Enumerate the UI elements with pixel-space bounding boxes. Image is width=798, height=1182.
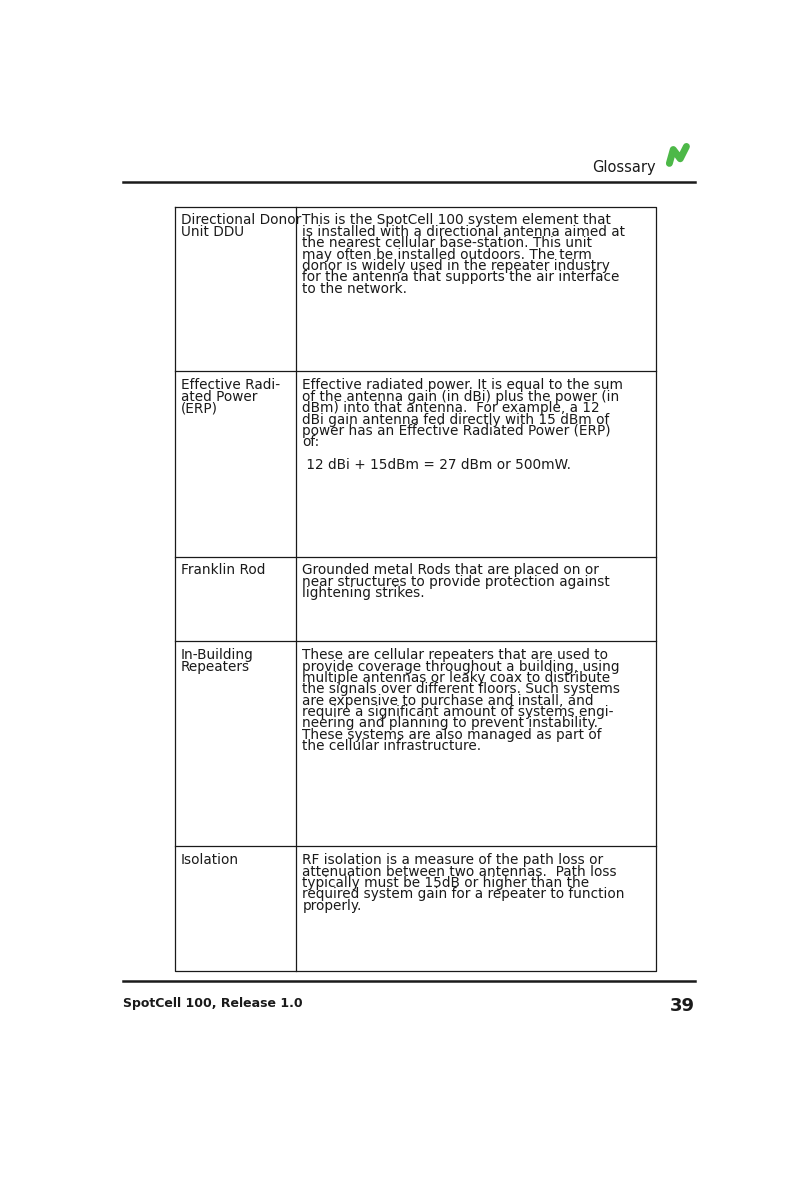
Text: dBi gain antenna fed directly with 15 dBm of: dBi gain antenna fed directly with 15 dB…: [302, 413, 610, 427]
Text: is installed with a directional antenna aimed at: is installed with a directional antenna …: [302, 225, 626, 239]
Text: of the antenna gain (in dBi) plus the power (in: of the antenna gain (in dBi) plus the po…: [302, 390, 620, 404]
Text: may often be installed outdoors. The term: may often be installed outdoors. The ter…: [302, 248, 592, 261]
Text: are expensive to purchase and install, and: are expensive to purchase and install, a…: [302, 694, 594, 708]
Text: typically must be 15dB or higher than the: typically must be 15dB or higher than th…: [302, 876, 590, 890]
Text: donor is widely used in the repeater industry: donor is widely used in the repeater ind…: [302, 259, 610, 273]
Text: the signals over different floors. Such systems: the signals over different floors. Such …: [302, 682, 620, 696]
Text: Glossary: Glossary: [593, 161, 656, 175]
Text: require a significant amount of systems engi-: require a significant amount of systems …: [302, 706, 614, 719]
Text: neering and planning to prevent instability.: neering and planning to prevent instabil…: [302, 716, 598, 730]
Text: Grounded metal Rods that are placed on or: Grounded metal Rods that are placed on o…: [302, 564, 599, 578]
Text: Effective Radi-: Effective Radi-: [181, 378, 280, 392]
Text: SpotCell 100, Release 1.0: SpotCell 100, Release 1.0: [123, 996, 302, 1009]
Text: attenuation between two antennas.  Path loss: attenuation between two antennas. Path l…: [302, 865, 617, 878]
Text: These systems are also managed as part of: These systems are also managed as part o…: [302, 728, 602, 742]
Text: RF isolation is a measure of the path loss or: RF isolation is a measure of the path lo…: [302, 853, 603, 868]
Text: the cellular infrastructure.: the cellular infrastructure.: [302, 739, 481, 753]
Text: 39: 39: [670, 996, 695, 1014]
Text: This is the SpotCell 100 system element that: This is the SpotCell 100 system element …: [302, 214, 611, 227]
Text: the nearest cellular base-station. This unit: the nearest cellular base-station. This …: [302, 236, 592, 251]
Text: provide coverage throughout a building, using: provide coverage throughout a building, …: [302, 660, 620, 674]
Text: required system gain for a repeater to function: required system gain for a repeater to f…: [302, 888, 625, 902]
Text: multiple antennas or leaky coax to distribute: multiple antennas or leaky coax to distr…: [302, 671, 610, 684]
Text: Effective radiated power. It is equal to the sum: Effective radiated power. It is equal to…: [302, 378, 623, 392]
Text: to the network.: to the network.: [302, 281, 408, 296]
Text: (ERP): (ERP): [181, 401, 218, 415]
Text: properly.: properly.: [302, 898, 361, 913]
Text: lightening strikes.: lightening strikes.: [302, 586, 425, 600]
Text: dBm) into that antenna.  For example, a 12: dBm) into that antenna. For example, a 1…: [302, 401, 600, 415]
Text: Isolation: Isolation: [181, 853, 239, 868]
Text: These are cellular repeaters that are used to: These are cellular repeaters that are us…: [302, 648, 608, 662]
Text: near structures to provide protection against: near structures to provide protection ag…: [302, 574, 610, 589]
Text: Directional Donor: Directional Donor: [181, 214, 302, 227]
Text: Unit DDU: Unit DDU: [181, 225, 244, 239]
Text: Repeaters: Repeaters: [181, 660, 251, 674]
Text: power has an Effective Radiated Power (ERP): power has an Effective Radiated Power (E…: [302, 424, 611, 439]
Text: 12 dBi + 15dBm = 27 dBm or 500mW.: 12 dBi + 15dBm = 27 dBm or 500mW.: [302, 459, 571, 472]
Text: for the antenna that supports the air interface: for the antenna that supports the air in…: [302, 271, 620, 285]
Text: Franklin Rod: Franklin Rod: [181, 564, 266, 578]
Text: In-Building: In-Building: [181, 648, 254, 662]
Text: ated Power: ated Power: [181, 390, 258, 404]
Text: of:: of:: [302, 435, 320, 449]
